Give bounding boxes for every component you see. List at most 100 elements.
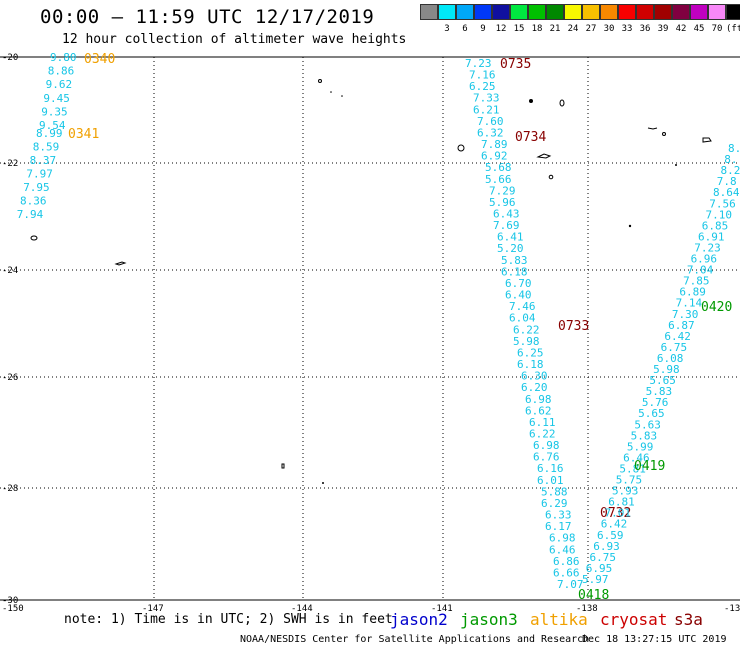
wave-height-value: 8.59	[33, 141, 60, 154]
wave-height-value: 6.70	[505, 277, 532, 290]
wave-height-value: 5.68	[485, 161, 512, 174]
satellite-name-s3a: s3a	[674, 610, 703, 629]
pass-time-label: 0734	[515, 130, 546, 145]
wave-height-value: 9.62	[46, 78, 73, 91]
legend-label: 24	[567, 24, 579, 34]
footer-credit: NOAA/NESDIS Center for Satellite Applica…	[240, 634, 590, 645]
pass-time-label: 0732	[600, 506, 631, 521]
wave-height-value: 5.75	[616, 474, 643, 487]
wave-height-value: 6.98	[533, 439, 560, 452]
wave-height-value: 9.80	[50, 51, 77, 64]
island-outlines	[30, 79, 712, 484]
wave-height-value: 5.66	[485, 173, 512, 186]
wave-height-value: 8.37	[30, 154, 56, 167]
legend-label: 27	[585, 24, 597, 34]
wave-height-value: 6.76	[533, 451, 560, 464]
legend-swatch	[600, 4, 618, 20]
wave-height-value: 7.89	[481, 138, 508, 151]
wave-height-value: 6.81	[608, 496, 635, 509]
legend-label: 21	[549, 24, 561, 34]
wave-height-value: 7.95	[23, 181, 50, 194]
legend-swatch	[492, 4, 510, 20]
legend-label: 42	[675, 24, 687, 34]
altimeter-tracks: 9.808.869.629.459.359.548.998.598.377.97…	[17, 51, 740, 603]
wave-height-value: 6.93	[593, 540, 620, 553]
wave-height-value: 9.35	[41, 105, 67, 118]
wave-height-value: 6.62	[525, 404, 552, 417]
wave-height-value: 5.65	[649, 374, 676, 387]
wave-height-value: 7.16	[469, 69, 496, 82]
wave-height-value: 6.59	[597, 529, 624, 542]
legend-swatch	[654, 4, 672, 20]
wave-height-value: 8.86	[48, 65, 75, 78]
pass-time-label: 0733	[558, 319, 589, 334]
legend-swatch	[564, 4, 582, 20]
wave-height-value: 6.11	[529, 416, 556, 429]
legend-label: 3	[444, 24, 450, 34]
footer-timestamp: Dec 18 13:27:15 UTC 2019	[582, 634, 727, 645]
axis-labels: -20 -22 -24 -26 -28 -30-150 -147 -144 -141 -138 -1…	[2, 53, 740, 614]
legend-label: 39	[657, 24, 669, 34]
legend-swatch	[474, 4, 492, 20]
wave-height-value: 6.92	[481, 150, 508, 163]
legend-swatch	[456, 4, 474, 20]
wave-height-value: 6.98	[549, 532, 576, 545]
wave-height-value: 6.22	[529, 427, 556, 440]
wave-height-value: 6.04	[509, 312, 536, 325]
wave-height-value: 9.45	[43, 92, 70, 105]
wave-height-value: 5.63	[634, 418, 661, 431]
wave-height-value: 6.18	[501, 265, 528, 278]
legend-label: 12	[495, 24, 507, 34]
wave-height-value: 6.25	[469, 80, 496, 93]
wave-height-value: 8.	[724, 153, 737, 166]
map-grid	[0, 57, 740, 600]
legend-swatch	[528, 4, 546, 20]
wave-height-value: 7.85	[683, 275, 710, 288]
wave-height-value: 7.04	[687, 264, 714, 277]
legend-label: 18	[531, 24, 543, 34]
wave-height-value: 6.98	[525, 393, 552, 406]
lat-tick-label: -22	[2, 159, 18, 169]
legend-swatch	[420, 4, 438, 20]
legend-label: 30	[603, 24, 615, 34]
wave-height-value: 6.17	[545, 520, 572, 533]
wave-height-value: 7.07	[557, 578, 584, 591]
wave-height-value: 7.8	[717, 175, 737, 188]
wave-height-value: 6.32	[477, 126, 504, 139]
wave-height-value: 5.96	[489, 196, 516, 209]
wave-height-value: 5.93	[612, 485, 639, 498]
legend-swatch	[618, 4, 636, 20]
wave-height-value: 8.64	[713, 186, 740, 199]
wave-height-value: 6.40	[505, 289, 532, 302]
legend-label: 6	[462, 24, 468, 34]
wave-height-value: 7.29	[489, 184, 516, 197]
lat-tick-label: -24	[2, 266, 18, 276]
lon-tick-label: -147	[142, 604, 164, 614]
legend-label: 45	[693, 24, 705, 34]
wave-height-value: 6.21	[473, 103, 500, 116]
wave-height-value: 6.16	[537, 462, 564, 475]
wave-height-value: 6.96	[691, 253, 718, 266]
wave-height-value: 5.83	[501, 254, 528, 267]
legend-label: 33	[621, 24, 633, 34]
map-subtitle: 12 hour collection of altimeter wave hei…	[62, 32, 407, 47]
legend-swatch	[708, 4, 726, 20]
satellite-name-cryosat: cryosat	[600, 610, 668, 629]
wave-height-value: 6.89	[679, 286, 706, 299]
wave-height-value: 6.66	[553, 566, 580, 579]
wave-height-value: 7.23	[465, 57, 492, 70]
pass-time-label: 0418	[578, 588, 609, 603]
wave-height-value: 7.60	[477, 115, 504, 128]
legend-swatch	[726, 4, 740, 20]
wave-height-value: 5.99	[627, 440, 654, 453]
wave-height-value: 5.83	[631, 429, 658, 442]
wave-height-value: 8.36	[20, 195, 47, 208]
legend-label: 70	[711, 24, 723, 34]
wave-height-value: 8.	[728, 142, 740, 155]
legend-swatch	[582, 4, 600, 20]
wave-height-value: 5.98	[653, 363, 680, 376]
wave-height-value: 7.46	[509, 300, 536, 313]
wave-height-value: 6.22	[513, 323, 540, 336]
legend-swatch	[672, 4, 690, 20]
wave-height-value: 7.01	[604, 507, 631, 520]
